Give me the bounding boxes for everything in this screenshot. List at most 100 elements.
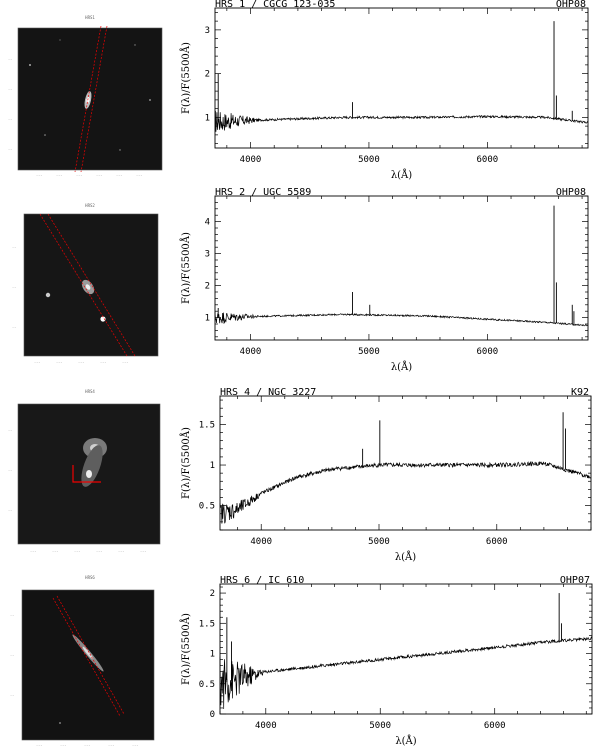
thumbnail-hrs2: HRS2 --- --- --- --- --- -- -- -- — [0, 188, 190, 376]
svg-text:--: -- — [8, 468, 12, 472]
y-tick-label: 1 — [205, 314, 210, 324]
spectrum-line — [219, 461, 592, 524]
svg-text:--: -- — [12, 285, 16, 289]
svg-text:---: --- — [96, 173, 102, 177]
spectrum-title: HRS 4 / NGC 3227 — [220, 387, 316, 398]
svg-text:--: -- — [8, 117, 12, 121]
svg-text:---: --- — [76, 173, 82, 177]
thumbnail-hrs4: HRS4 --- --- --- --- --- --- -- -- -- — [0, 376, 190, 566]
y-tick-label: 2 — [205, 70, 210, 80]
x-tick-label: 4000 — [240, 155, 262, 165]
svg-text:--: -- — [12, 245, 16, 249]
svg-text:---: --- — [36, 173, 42, 177]
svg-text:---: --- — [30, 549, 36, 553]
svg-text:---: --- — [78, 360, 84, 364]
y-tick-label: 1 — [210, 461, 215, 471]
x-tick-label: 6000 — [486, 537, 508, 547]
spectrum-chart: HRS 6 / IC 610 OHP07 4000 5000 6000 0 0.5 1 1.5 2… — [180, 575, 593, 747]
slit-overlay — [74, 25, 108, 173]
x-axis-label: λ(Å) — [391, 169, 412, 181]
thumbnail-svg-hrs4: HRS4 --- --- --- --- --- --- ------ — [8, 389, 161, 553]
observatory-code: K92 — [571, 387, 589, 398]
x-tick-label: 6000 — [484, 721, 506, 731]
spectrum-line — [219, 636, 593, 710]
companion-star — [45, 292, 51, 298]
thumbnail-svg-hrs6: HRS6 --- --- --- --- --- ------ — [10, 575, 155, 747]
svg-text:---: --- — [60, 743, 66, 747]
x-tick-label: 5000 — [368, 537, 390, 547]
svg-text:--: -- — [8, 508, 12, 512]
svg-text:--: -- — [10, 693, 14, 697]
y-tick-label: 3 — [205, 250, 210, 260]
x-tick-label: 4000 — [255, 721, 277, 731]
field-star — [59, 722, 61, 724]
svg-text:---: --- — [36, 743, 42, 747]
thumbnail-hrs1: HRS1 --- --- --- --- --- --- -- -- -- -- — [0, 0, 190, 188]
svg-text:---: --- — [34, 360, 40, 364]
svg-text:---: --- — [108, 743, 114, 747]
bright-knot — [100, 316, 106, 322]
x-tick-label: 6000 — [477, 347, 499, 357]
thumbnail-axis-labels: --- --- --- --- --- --- ------ — [8, 428, 146, 553]
plot-frame — [219, 583, 593, 715]
spectrum-title: HRS 6 / IC 610 — [220, 575, 304, 586]
svg-text:--: -- — [8, 147, 12, 151]
svg-text:---: --- — [118, 549, 124, 553]
spectrum-line — [214, 311, 588, 327]
spectrum-title: HRS 1 / CGCG 123-035 — [215, 0, 335, 10]
spectrum-title: HRS 2 / UGC 5589 — [215, 188, 311, 198]
star-field — [29, 39, 151, 151]
galaxy-nucleus — [86, 470, 92, 478]
svg-text:---: --- — [136, 173, 142, 177]
thumbnail-hrs6: HRS6 --- --- --- --- --- -- -- -- — [0, 566, 190, 750]
x-tick-label: 6000 — [477, 155, 499, 165]
svg-text:---: --- — [132, 743, 138, 747]
svg-text:---: --- — [100, 360, 106, 364]
y-tick-label: 0.5 — [199, 502, 215, 512]
spectrum-panel-hrs6: HRS 6 / IC 610 OHP07 4000 5000 6000 0 0.5 1 1.5 2… — [165, 566, 600, 750]
y-axis-label: F(λ)/F(5500Å) — [180, 42, 192, 114]
row-hrs1: HRS1 --- --- --- --- --- --- -- -- -- -- HRS 1 /… — [0, 0, 600, 188]
svg-text:--: -- — [10, 613, 14, 617]
y-tick-label: 4 — [205, 218, 210, 228]
spectrum-panel-hrs4: HRS 4 / NGC 3227 K92 4000 5000 6000 0.5 1 1.5 λ(… — [165, 376, 600, 566]
y-tick-label: 3 — [205, 26, 210, 36]
svg-text:--: -- — [10, 653, 14, 657]
x-tick-label: 5000 — [358, 155, 380, 165]
observatory-code: OHP08 — [556, 0, 586, 10]
spectrum-panel-hrs2: HRS 2 / UGC 5589 OHP08 4000 5000 6000 1 2 3 4 λ(Å… — [165, 188, 600, 376]
slit-overlay — [52, 595, 125, 717]
spectrum-panel-hrs1: HRS 1 / CGCG 123-035 OHP08 4000 5000 6000 1 2 3… — [165, 0, 600, 188]
x-axis-label: λ(Å) — [395, 551, 416, 563]
svg-text:--: -- — [8, 87, 12, 91]
thumbnail-title: HRS6 — [85, 575, 95, 580]
x-axis-label: λ(Å) — [395, 735, 416, 747]
plot-frame — [219, 395, 592, 531]
row-hrs6: HRS6 --- --- --- --- --- -- -- -- HRS 6 / IC 6… — [0, 566, 600, 750]
plot-frame — [214, 7, 589, 149]
slit-marker — [72, 465, 101, 483]
spectrum-chart: HRS 4 / NGC 3227 K92 4000 5000 6000 0.5 1 1.5 λ(… — [180, 387, 592, 563]
y-tick-label: 2 — [205, 282, 210, 292]
y-tick-label: 1.5 — [199, 420, 215, 430]
y-tick-label: 0.5 — [199, 680, 215, 690]
x-tick-label: 5000 — [369, 721, 391, 731]
svg-text:---: --- — [56, 173, 62, 177]
x-tick-label: 4000 — [240, 347, 262, 357]
y-tick-label: 2 — [210, 589, 215, 599]
svg-text:---: --- — [140, 549, 146, 553]
y-tick-label: 1 — [210, 650, 215, 660]
spectrum-line — [214, 110, 589, 132]
thumbnail-svg-hrs1: HRS1 --- --- --- --- --- --- -------- — [8, 15, 163, 177]
svg-text:---: --- — [96, 549, 102, 553]
thumbnail-title: HRS2 — [85, 203, 95, 208]
thumbnail-axis-labels: --- --- --- --- --- ------ — [10, 613, 138, 747]
x-axis-label: λ(Å) — [391, 361, 412, 373]
galaxy-image-frame — [21, 589, 155, 741]
svg-text:---: --- — [56, 360, 62, 364]
observatory-code: OHP07 — [560, 575, 590, 586]
thumbnail-title: HRS1 — [85, 15, 95, 20]
svg-text:---: --- — [52, 549, 58, 553]
svg-text:---: --- — [84, 743, 90, 747]
svg-text:---: --- — [116, 173, 122, 177]
